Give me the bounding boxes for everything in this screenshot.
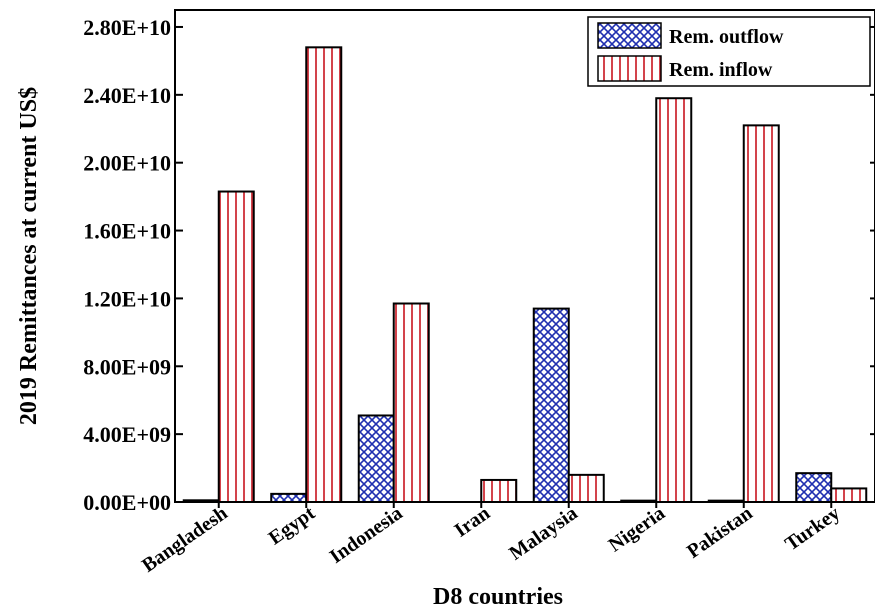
- y-tick-label: 8.00E+09: [83, 354, 171, 379]
- legend-label-inflow: Rem. inflow: [669, 59, 773, 81]
- y-tick-label: 2.80E+10: [83, 15, 171, 40]
- y-tick-label: 0.00E+00: [83, 490, 171, 515]
- x-tick-label: Indonesia: [326, 502, 407, 568]
- bar-outflow-bangladesh: [182, 499, 220, 503]
- bar-inflow-malaysia: [567, 473, 605, 503]
- y-tick-label: 1.60E+10: [83, 219, 171, 244]
- legend-swatch-outflow: [597, 22, 662, 49]
- x-tick-label: Nigeria: [605, 502, 669, 556]
- bar-outflow-egypt: [270, 492, 308, 503]
- x-axis-labels: Bangladesh Egypt Indonesia Iran Malaysia Nige…: [138, 502, 844, 577]
- x-tick-label: Iran: [451, 502, 495, 542]
- bar-inflow-turkey: [830, 487, 868, 503]
- x-tick-label: Pakistan: [683, 502, 757, 563]
- plot-frame: [174, 9, 875, 503]
- y-axis-title: 2019 Remittances at current US$: [16, 87, 42, 425]
- bars-group: [182, 46, 868, 504]
- y-tick-label: 2.40E+10: [83, 83, 171, 108]
- bar-inflow-nigeria: [655, 97, 693, 503]
- bar-outflow-indonesia: [357, 414, 395, 503]
- bar-outflow-nigeria: [620, 499, 658, 504]
- x-tick-label: Malaysia: [505, 502, 581, 565]
- x-tick-label: Turkey: [781, 502, 844, 555]
- y-tick-label: 4.00E+09: [83, 422, 171, 447]
- bar-outflow-malaysia: [532, 307, 570, 503]
- y-tick-label: 1.20E+10: [83, 286, 171, 311]
- bar-inflow-indonesia: [392, 302, 430, 503]
- bar-outflow-turkey: [795, 472, 833, 504]
- bar-inflow-bangladesh: [217, 190, 255, 503]
- y-axis: 0.00E+00 4.00E+09 8.00E+09 1.20E+10 1.60E+10…: [83, 15, 875, 515]
- legend: Rem. outflow Rem. inflow: [587, 16, 871, 87]
- bar-inflow-pakistan: [742, 124, 780, 504]
- legend-swatch-inflow: [597, 55, 662, 82]
- legend-label-outflow: Rem. outflow: [669, 26, 784, 48]
- y-tick-label: 2.00E+10: [83, 151, 171, 176]
- x-axis-title: D8 countries: [433, 584, 563, 609]
- bar-outflow-pakistan: [707, 499, 745, 504]
- x-tick-label: Egypt: [265, 502, 320, 550]
- bar-inflow-egypt: [305, 46, 343, 504]
- bar-inflow-iran: [480, 478, 518, 503]
